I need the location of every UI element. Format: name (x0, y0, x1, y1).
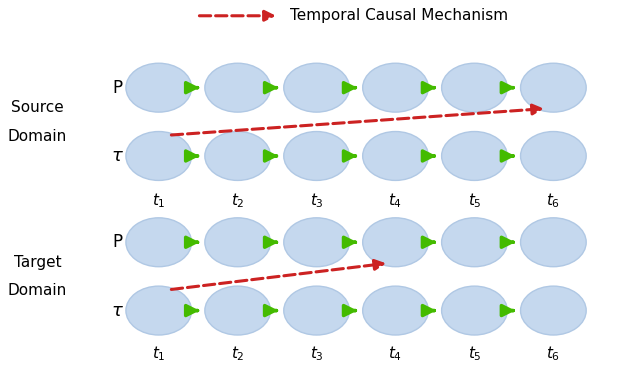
Ellipse shape (205, 286, 271, 335)
Text: $t_{5}$: $t_{5}$ (468, 191, 481, 210)
Ellipse shape (363, 63, 428, 112)
Text: $t_{1}$: $t_{1}$ (152, 191, 166, 210)
Text: Target: Target (13, 254, 61, 269)
Text: P: P (113, 233, 123, 251)
Ellipse shape (284, 63, 349, 112)
Ellipse shape (126, 63, 191, 112)
Ellipse shape (205, 131, 271, 180)
Text: $t_{3}$: $t_{3}$ (310, 344, 324, 363)
Text: Domain: Domain (8, 283, 67, 298)
Ellipse shape (520, 131, 586, 180)
Text: $\tau$: $\tau$ (111, 147, 124, 165)
Ellipse shape (126, 218, 191, 267)
Text: $t_{5}$: $t_{5}$ (468, 344, 481, 363)
Ellipse shape (442, 218, 508, 267)
Ellipse shape (205, 63, 271, 112)
Text: $t_{1}$: $t_{1}$ (152, 344, 166, 363)
Ellipse shape (442, 131, 508, 180)
Text: $\tau$: $\tau$ (111, 302, 124, 320)
Ellipse shape (126, 286, 191, 335)
Ellipse shape (126, 131, 191, 180)
Ellipse shape (520, 286, 586, 335)
Ellipse shape (284, 131, 349, 180)
Text: $t_{4}$: $t_{4}$ (388, 191, 403, 210)
Text: $t_{3}$: $t_{3}$ (310, 191, 324, 210)
Ellipse shape (205, 218, 271, 267)
Ellipse shape (520, 63, 586, 112)
Ellipse shape (284, 218, 349, 267)
Text: $t_{2}$: $t_{2}$ (231, 191, 244, 210)
Ellipse shape (363, 131, 428, 180)
Text: $t_{2}$: $t_{2}$ (231, 344, 244, 363)
Text: Domain: Domain (8, 129, 67, 144)
Text: Source: Source (11, 100, 64, 115)
Text: $t_{4}$: $t_{4}$ (388, 344, 403, 363)
Ellipse shape (284, 286, 349, 335)
Text: $t_{6}$: $t_{6}$ (547, 344, 561, 363)
Text: $t_{6}$: $t_{6}$ (547, 191, 561, 210)
Ellipse shape (442, 286, 508, 335)
Text: Temporal Causal Mechanism: Temporal Causal Mechanism (290, 8, 508, 23)
Ellipse shape (442, 63, 508, 112)
Text: P: P (113, 79, 123, 97)
Ellipse shape (520, 218, 586, 267)
Ellipse shape (363, 286, 428, 335)
Ellipse shape (363, 218, 428, 267)
